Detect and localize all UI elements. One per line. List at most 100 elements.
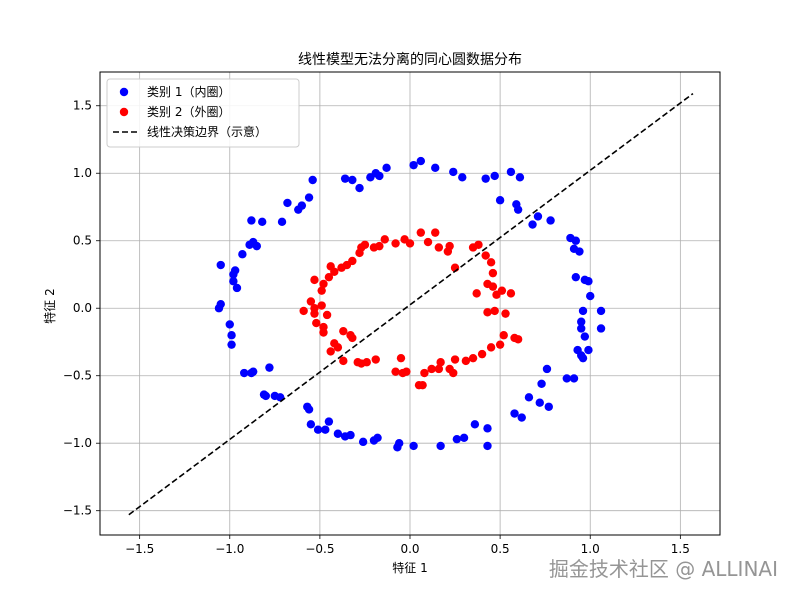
data-point xyxy=(227,331,236,340)
data-point xyxy=(546,216,555,225)
data-point xyxy=(533,212,543,221)
data-point xyxy=(542,364,552,374)
data-point xyxy=(481,174,490,183)
x-tick-label: 1.0 xyxy=(581,542,600,556)
y-tick-label: −1.0 xyxy=(63,436,92,450)
data-point xyxy=(506,289,516,298)
data-point xyxy=(571,272,581,282)
data-point xyxy=(239,368,249,378)
data-point xyxy=(324,272,334,282)
data-point xyxy=(450,355,460,364)
data-point xyxy=(580,332,590,341)
y-tick-label: 0.0 xyxy=(73,301,92,315)
data-point xyxy=(303,402,312,411)
data-point xyxy=(449,167,458,177)
data-point xyxy=(324,417,334,426)
data-point xyxy=(577,317,586,326)
data-point xyxy=(490,171,499,181)
data-point xyxy=(409,160,418,170)
data-point xyxy=(434,243,444,252)
legend-marker xyxy=(119,87,129,97)
data-point xyxy=(470,420,480,429)
data-point xyxy=(423,237,433,247)
x-tick-label: 0.0 xyxy=(400,542,419,556)
data-point xyxy=(319,279,328,289)
scatter-series-2 xyxy=(299,228,523,390)
data-point xyxy=(317,301,326,310)
x-tick-label: −1.5 xyxy=(125,542,154,556)
data-point xyxy=(449,368,458,378)
chart-title: 线性模型无法分离的同心圆数据分布 xyxy=(298,51,522,68)
data-point xyxy=(506,167,516,177)
data-point xyxy=(472,289,481,298)
data-point xyxy=(227,340,236,349)
data-point xyxy=(371,355,380,364)
y-tick-label: 1.0 xyxy=(73,166,92,180)
data-point xyxy=(409,441,418,451)
data-point xyxy=(578,306,588,316)
y-axis-label: 特征 2 xyxy=(42,288,57,323)
data-point xyxy=(252,241,262,251)
x-tick-label: 1.5 xyxy=(671,542,690,556)
data-point xyxy=(490,306,499,316)
data-point xyxy=(322,310,332,320)
data-point xyxy=(483,441,492,451)
data-point xyxy=(458,173,467,182)
data-point xyxy=(515,173,525,182)
data-point xyxy=(575,247,584,256)
data-point xyxy=(375,241,384,251)
data-point xyxy=(416,228,426,237)
legend-label: 线性决策边界（示意） xyxy=(147,124,267,139)
data-point xyxy=(562,374,572,383)
data-point xyxy=(596,324,606,333)
data-point xyxy=(452,434,462,444)
data-point xyxy=(517,413,526,422)
data-point xyxy=(297,201,307,210)
data-point xyxy=(420,368,429,378)
data-point xyxy=(474,240,483,249)
data-point xyxy=(571,236,581,245)
data-point xyxy=(346,430,355,440)
data-point xyxy=(477,349,487,359)
data-point xyxy=(501,309,510,318)
data-point xyxy=(348,256,357,266)
legend-box xyxy=(106,78,300,148)
data-point xyxy=(326,347,335,356)
data-point xyxy=(306,297,316,306)
data-point xyxy=(283,198,292,208)
data-point xyxy=(265,363,274,372)
data-point xyxy=(584,345,593,355)
data-point xyxy=(313,425,323,434)
data-point xyxy=(225,320,234,329)
legend: 类别 1（内圈） 类别 2（外圈） 线性决策边界（示意） xyxy=(106,78,300,148)
data-point xyxy=(495,196,505,205)
data-point xyxy=(445,241,454,251)
data-point xyxy=(537,379,546,389)
data-point xyxy=(317,286,326,295)
data-point xyxy=(431,163,440,173)
data-point xyxy=(586,291,595,301)
plot-frame xyxy=(99,71,721,536)
data-point xyxy=(398,368,407,378)
data-point xyxy=(584,277,593,286)
data-point xyxy=(380,235,389,244)
data-point xyxy=(348,175,357,185)
data-point xyxy=(513,335,523,344)
data-point xyxy=(310,275,319,285)
x-tick-label: −0.5 xyxy=(305,542,334,556)
data-point xyxy=(247,216,256,225)
data-point xyxy=(261,391,271,401)
data-point xyxy=(436,358,445,367)
data-point xyxy=(308,175,317,185)
y-tick-label: −1.5 xyxy=(63,504,92,518)
data-point xyxy=(358,437,368,447)
data-point xyxy=(596,306,606,316)
data-point xyxy=(528,220,537,229)
data-point xyxy=(486,258,496,267)
data-point xyxy=(427,364,436,374)
data-point xyxy=(431,228,440,237)
data-point xyxy=(333,429,343,438)
data-point xyxy=(248,367,258,376)
data-point xyxy=(544,402,553,411)
